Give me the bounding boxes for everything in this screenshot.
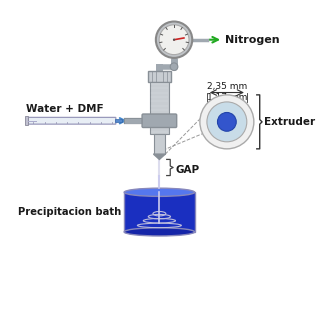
Polygon shape [154, 154, 165, 159]
Text: Water + DMF: Water + DMF [26, 104, 103, 114]
Circle shape [170, 63, 178, 70]
Circle shape [173, 38, 175, 41]
Circle shape [200, 95, 254, 149]
Ellipse shape [124, 228, 195, 236]
Bar [116, 119, 122, 122]
Circle shape [218, 112, 236, 131]
Text: 2,35 mm: 2,35 mm [207, 82, 247, 91]
Circle shape [207, 102, 247, 142]
Bar [124, 192, 195, 232]
Ellipse shape [124, 188, 195, 196]
Bar [150, 82, 169, 133]
FancyBboxPatch shape [142, 114, 177, 127]
Text: Extruder: Extruder [264, 117, 316, 127]
Text: GAP: GAP [175, 165, 200, 175]
Bar [148, 71, 171, 82]
Text: Precipitacion bath: Precipitacion bath [18, 207, 121, 217]
Text: 1,17 mm: 1,17 mm [207, 93, 247, 102]
Circle shape [159, 25, 189, 55]
Circle shape [156, 21, 192, 58]
FancyBboxPatch shape [28, 117, 116, 124]
Bar [154, 133, 165, 154]
Text: Nitrogen: Nitrogen [225, 35, 280, 45]
Bar [25, 116, 28, 125]
